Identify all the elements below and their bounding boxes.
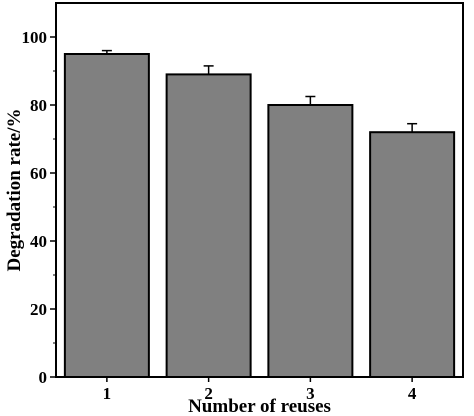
x-tick-label: 1 [103,384,112,403]
bar-4 [369,131,456,378]
y-tick-label: 0 [39,368,48,387]
y-axis-ticks: 0 20 40 60 80 100 [22,28,56,387]
bar-3 [267,104,354,378]
x-axis-title: Number of reuses [188,396,331,416]
bars-group [63,53,456,379]
y-axis-title: Degradation rate/% [4,108,25,271]
bar-1 [63,53,150,378]
y-tick-label: 40 [30,232,47,251]
x-tick-label: 3 [306,384,315,403]
error-bars-group [101,49,418,133]
y-tick-label: 60 [30,164,47,183]
y-tick-label: 100 [22,28,48,47]
plot-frame [55,2,464,378]
bar-2 [165,73,252,379]
y-tick-label: 80 [30,96,47,115]
x-tick-label: 2 [204,384,213,403]
y-tick-label: 20 [30,300,47,319]
x-axis-ticks: 1 2 3 4 [103,377,417,403]
x-tick-label: 4 [408,384,417,403]
